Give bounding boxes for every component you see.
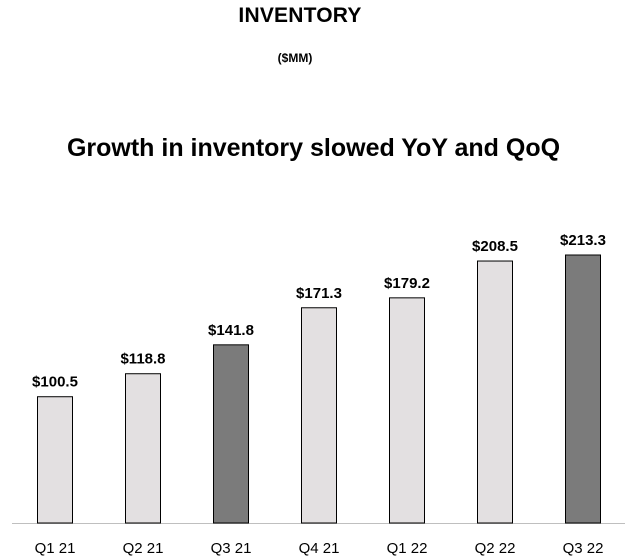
x-tick-label-q3-22: Q3 22: [563, 540, 604, 557]
data-label-q3-21: $141.8: [208, 322, 254, 339]
x-tick-label-q4-21: Q4 21: [299, 540, 340, 557]
bar-q2-22: [477, 260, 513, 524]
x-tick-label-q3-21: Q3 21: [211, 540, 252, 557]
chart-title: INVENTORY: [238, 4, 362, 27]
data-label-q1-21: $100.5: [32, 374, 78, 391]
data-label-q2-22: $208.5: [472, 238, 518, 255]
x-tick-label-q1-21: Q1 21: [35, 540, 76, 557]
bar-q3-22: [565, 254, 601, 524]
bar-q3-21: [213, 344, 249, 524]
bar-q4-21: [301, 307, 337, 524]
bar-q2-21: [125, 373, 161, 524]
data-label-q4-21: $171.3: [296, 285, 342, 302]
chart-unit-subtitle: ($MM): [277, 51, 313, 65]
chart-headline: Growth in inventory slowed YoY and QoQ: [66, 134, 561, 162]
x-tick-label-q2-21: Q2 21: [123, 540, 164, 557]
data-label-q2-21: $118.8: [120, 351, 165, 368]
bar-q1-21: [37, 396, 73, 524]
bar-q1-22: [389, 297, 425, 524]
x-tick-label-q2-22: Q2 22: [475, 540, 516, 557]
data-label-q3-22: $213.3: [560, 232, 606, 249]
x-tick-label-q1-22: Q1 22: [387, 540, 428, 557]
data-label-q1-22: $179.2: [384, 275, 430, 292]
